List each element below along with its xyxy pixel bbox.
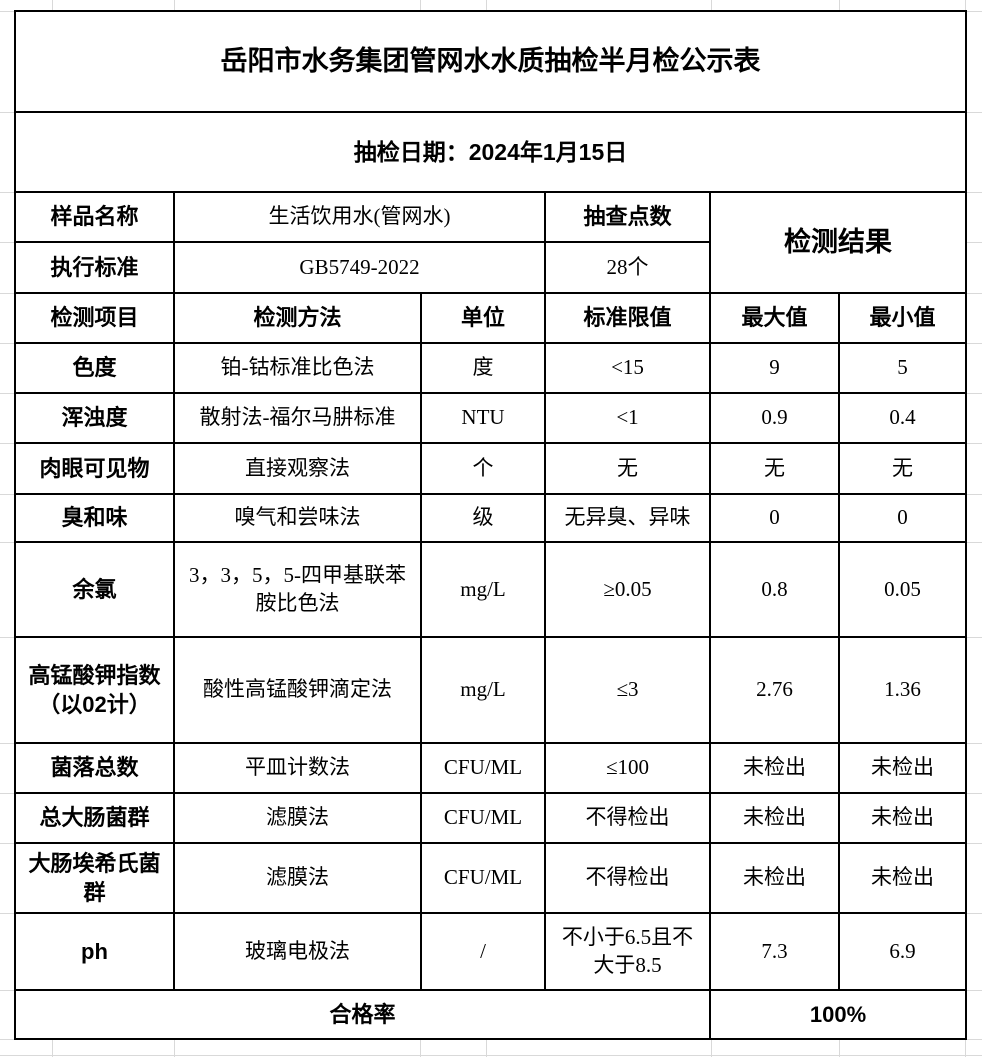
cell-item: 总大肠菌群	[14, 792, 175, 844]
cell-item: 臭和味	[14, 493, 175, 543]
sample-row: 样品名称 生活饮用水(管网水) 抽查点数 检测结果	[14, 191, 967, 294]
title-row: 岳阳市水务集团管网水水质抽检半月检公示表	[14, 10, 967, 113]
table-row: 肉眼可见物 直接观察法 个 无 无 无	[14, 442, 967, 495]
cell-max: 未检出	[709, 742, 840, 794]
col-header-item: 检测项目	[14, 292, 175, 344]
sample-name-label: 样品名称	[14, 191, 175, 243]
cell-min: 0.05	[838, 541, 967, 638]
cell-method: 滤膜法	[173, 792, 422, 844]
points-label: 抽查点数	[544, 191, 711, 243]
pass-rate-label: 合格率	[14, 989, 711, 1040]
cell-limit: 无	[544, 442, 711, 495]
cell-max: 0	[709, 493, 840, 543]
cell-method: 滤膜法	[173, 842, 422, 914]
cell-min: 0	[838, 493, 967, 543]
cell-method: 铂-钴标准比色法	[173, 342, 422, 394]
cell-limit: 不小于6.5且不大于8.5	[544, 912, 711, 991]
cell-limit: <1	[544, 392, 711, 444]
cell-limit: 不得检出	[544, 792, 711, 844]
cell-item: 浑浊度	[14, 392, 175, 444]
cell-min: 6.9	[838, 912, 967, 991]
cell-item: 肉眼可见物	[14, 442, 175, 495]
cell-max: 0.8	[709, 541, 840, 638]
table-row: 总大肠菌群 滤膜法 CFU/ML 不得检出 未检出 未检出	[14, 792, 967, 844]
sample-name-value: 生活饮用水(管网水)	[173, 191, 546, 243]
cell-item: 菌落总数	[14, 742, 175, 794]
cell-unit: 度	[420, 342, 546, 394]
cell-unit: mg/L	[420, 541, 546, 638]
table-row: 色度 铂-钴标准比色法 度 <15 9 5	[14, 342, 967, 394]
result-header: 检测结果	[709, 191, 967, 294]
cell-min: 1.36	[838, 636, 967, 744]
cell-item: ph	[14, 912, 175, 991]
cell-max: 9	[709, 342, 840, 394]
cell-unit: 个	[420, 442, 546, 495]
standard-value: GB5749-2022	[173, 241, 546, 294]
header-row: 检测项目 检测方法 单位 标准限值 最大值 最小值	[14, 292, 967, 344]
cell-limit: 无异臭、异味	[544, 493, 711, 543]
cell-max: 无	[709, 442, 840, 495]
table-row: 臭和味 嗅气和尝味法 级 无异臭、异味 0 0	[14, 493, 967, 543]
cell-method: 玻璃电极法	[173, 912, 422, 991]
points-value: 28个	[544, 241, 711, 294]
table-row: 菌落总数 平皿计数法 CFU/ML ≤100 未检出 未检出	[14, 742, 967, 794]
water-quality-table: 岳阳市水务集团管网水水质抽检半月检公示表 抽检日期：2024年1月15日 样品名…	[14, 10, 967, 1040]
cell-min: 未检出	[838, 792, 967, 844]
cell-limit: <15	[544, 342, 711, 394]
cell-limit: ≥0.05	[544, 541, 711, 638]
cell-min: 无	[838, 442, 967, 495]
cell-method: 嗅气和尝味法	[173, 493, 422, 543]
col-header-max: 最大值	[709, 292, 840, 344]
cell-method: 酸性高锰酸钾滴定法	[173, 636, 422, 744]
cell-unit: CFU/ML	[420, 842, 546, 914]
cell-unit: mg/L	[420, 636, 546, 744]
cell-unit: /	[420, 912, 546, 991]
cell-limit: 不得检出	[544, 842, 711, 914]
col-header-unit: 单位	[420, 292, 546, 344]
table-row: 高锰酸钾指数（以02计） 酸性高锰酸钾滴定法 mg/L ≤3 2.76 1.36	[14, 636, 967, 744]
col-header-limit: 标准限值	[544, 292, 711, 344]
col-header-min: 最小值	[838, 292, 967, 344]
standard-label: 执行标准	[14, 241, 175, 294]
gridline	[0, 1055, 982, 1056]
cell-max: 0.9	[709, 392, 840, 444]
date-row: 抽检日期：2024年1月15日	[14, 111, 967, 193]
cell-unit: NTU	[420, 392, 546, 444]
col-header-method: 检测方法	[173, 292, 422, 344]
cell-method: 散射法-福尔马肼标准	[173, 392, 422, 444]
cell-unit: CFU/ML	[420, 792, 546, 844]
standard-row: 执行标准 GB5749-2022 28个	[14, 241, 966, 294]
table-row: ph 玻璃电极法 / 不小于6.5且不大于8.5 7.3 6.9	[14, 912, 967, 991]
cell-item: 色度	[14, 342, 175, 394]
pass-rate-value: 100%	[709, 989, 967, 1040]
cell-method: 平皿计数法	[173, 742, 422, 794]
cell-limit: ≤100	[544, 742, 711, 794]
cell-item: 高锰酸钾指数（以02计）	[14, 636, 175, 744]
cell-unit: CFU/ML	[420, 742, 546, 794]
cell-method: 3，3，5，5-四甲基联苯胺比色法	[173, 541, 422, 638]
table-row: 余氯 3，3，5，5-四甲基联苯胺比色法 mg/L ≥0.05 0.8 0.05	[14, 541, 967, 638]
cell-min: 未检出	[838, 742, 967, 794]
cell-item: 大肠埃希氏菌群	[14, 842, 175, 914]
cell-min: 0.4	[838, 392, 967, 444]
cell-max: 未检出	[709, 842, 840, 914]
sampling-date: 抽检日期：2024年1月15日	[14, 111, 967, 193]
page-title: 岳阳市水务集团管网水水质抽检半月检公示表	[14, 10, 967, 113]
cell-unit: 级	[420, 493, 546, 543]
cell-max: 2.76	[709, 636, 840, 744]
table-row: 大肠埃希氏菌群 滤膜法 CFU/ML 不得检出 未检出 未检出	[14, 842, 967, 914]
cell-max: 7.3	[709, 912, 840, 991]
cell-method: 直接观察法	[173, 442, 422, 495]
cell-max: 未检出	[709, 792, 840, 844]
cell-min: 未检出	[838, 842, 967, 914]
cell-min: 5	[838, 342, 967, 394]
cell-limit: ≤3	[544, 636, 711, 744]
cell-item: 余氯	[14, 541, 175, 638]
footer-row: 合格率 100%	[14, 989, 967, 1040]
table-row: 浑浊度 散射法-福尔马肼标准 NTU <1 0.9 0.4	[14, 392, 967, 444]
